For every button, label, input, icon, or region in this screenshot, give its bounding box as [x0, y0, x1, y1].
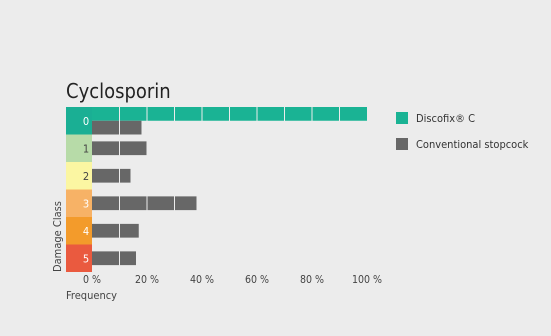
legend-swatch-1 — [396, 138, 408, 150]
damage-class-band-0 — [66, 107, 92, 135]
x-tick-label: 60 % — [245, 274, 269, 286]
damage-class-label-0: 0 — [83, 115, 89, 128]
x-axis-label: Frequency — [66, 289, 117, 302]
damage-class-label-4: 4 — [83, 225, 89, 238]
bar-conventional-stopcock-class-5 — [92, 251, 136, 266]
bar-conventional-stopcock-class-3 — [92, 196, 197, 211]
x-tick-label: 20 % — [135, 274, 159, 286]
legend-label-0: Discofix® C — [416, 112, 475, 125]
x-tick-label: 80 % — [300, 274, 324, 286]
damage-class-label-5: 5 — [83, 252, 89, 265]
x-tick-label: 40 % — [190, 274, 214, 286]
damage-class-band-3 — [66, 189, 92, 217]
x-tick-label: 100 % — [352, 274, 382, 286]
bar-conventional-stopcock-class-2 — [92, 168, 131, 183]
x-tick-label: 0 % — [83, 274, 101, 286]
damage-class-band-1 — [66, 134, 92, 162]
legend-label-1: Conventional stopcock — [416, 138, 529, 151]
damage-class-band-4 — [66, 217, 92, 245]
bar-conventional-stopcock-class-0 — [92, 120, 142, 135]
bar-conventional-stopcock-class-4 — [92, 223, 139, 238]
legend-swatch-0 — [396, 112, 408, 124]
chart-title: Cyclosporin — [66, 79, 171, 103]
damage-class-band-2 — [66, 162, 92, 190]
damage-class-band-5 — [66, 244, 92, 272]
damage-class-label-1: 1 — [83, 142, 89, 155]
legend: Discofix® C Conventional stopcock — [396, 112, 529, 151]
y-axis-label: Damage Class — [51, 201, 64, 272]
damage-class-label-3: 3 — [83, 197, 89, 210]
damage-class-label-2: 2 — [83, 170, 89, 183]
